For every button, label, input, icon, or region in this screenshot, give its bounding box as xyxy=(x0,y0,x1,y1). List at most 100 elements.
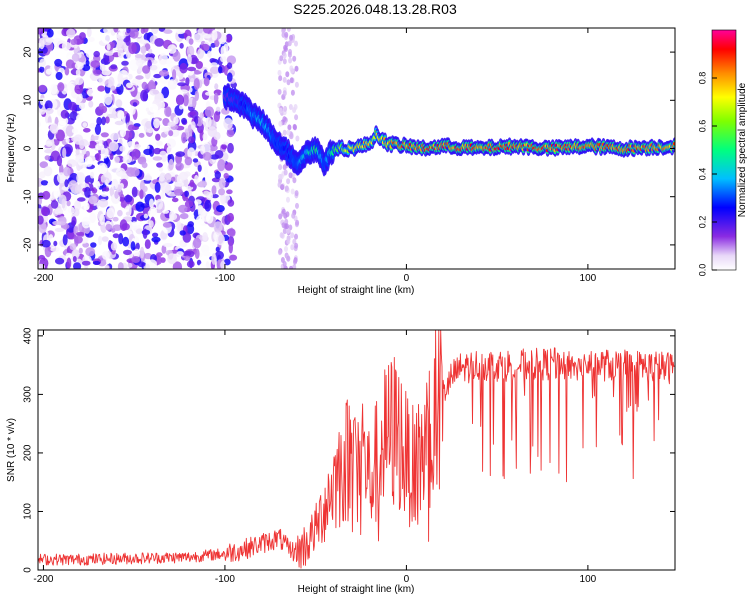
heat-cell xyxy=(210,62,218,67)
heat-cell xyxy=(294,114,299,121)
heat-cell xyxy=(227,142,234,154)
heat-cell xyxy=(75,77,84,86)
heat-cell xyxy=(38,28,45,35)
heat-cell xyxy=(95,152,101,162)
colorbar-ticks: 0.0 0.2 0.4 0.6 0.8 xyxy=(697,72,717,276)
heat-cell xyxy=(184,200,194,208)
heat-cell xyxy=(113,28,119,33)
heat-cell xyxy=(130,216,137,223)
heat-cell xyxy=(38,84,47,93)
heat-cell xyxy=(292,55,297,62)
colorbar-tick-label: 0.2 xyxy=(697,216,707,229)
heat-cell xyxy=(193,78,200,90)
heat-cell xyxy=(100,132,109,138)
heat-cell xyxy=(104,93,113,106)
heat-cell xyxy=(162,222,172,228)
heat-cell xyxy=(149,198,154,209)
heat-cell xyxy=(56,172,66,184)
heat-cell xyxy=(214,83,219,90)
heat-cell xyxy=(86,28,92,38)
x-tick-label: 100 xyxy=(580,273,597,284)
heat-cell xyxy=(100,191,109,197)
heat-cell xyxy=(81,260,91,266)
heat-cell xyxy=(42,190,51,200)
heat-cell xyxy=(105,51,114,56)
heat-cell xyxy=(158,53,168,65)
heat-cell xyxy=(197,48,205,59)
heat-cell xyxy=(97,85,105,92)
heat-cell xyxy=(88,100,94,108)
heat-cell xyxy=(110,64,118,70)
heat-cell xyxy=(176,251,184,257)
heat-cell xyxy=(195,61,203,69)
heat-cell xyxy=(54,227,65,232)
heat-cell xyxy=(284,185,289,192)
heat-cell xyxy=(129,28,139,39)
heat-cell xyxy=(206,213,214,224)
heat-cell xyxy=(45,107,54,115)
heat-cell xyxy=(286,255,291,262)
heat-cell xyxy=(181,117,187,125)
heat-cell xyxy=(41,206,48,216)
heat-cell xyxy=(203,77,210,87)
heat-cell xyxy=(139,189,144,200)
heat-cell xyxy=(138,132,145,138)
heat-cell xyxy=(168,158,174,171)
heat-cell xyxy=(287,40,292,47)
heat-cell xyxy=(142,185,148,192)
heat-cell xyxy=(293,258,297,265)
heat-cell xyxy=(290,89,295,96)
heat-cell xyxy=(90,242,97,248)
heat-cell xyxy=(40,180,49,186)
heat-cell xyxy=(134,54,143,59)
heat-cell xyxy=(672,142,675,146)
heat-cell xyxy=(90,135,101,141)
heat-cell xyxy=(61,198,66,209)
heat-cell xyxy=(119,127,127,138)
heat-cell xyxy=(288,172,293,179)
y-tick-label: -20 xyxy=(23,237,34,252)
heat-cell xyxy=(186,66,197,72)
heat-cell xyxy=(55,129,65,142)
heat-cell xyxy=(218,177,226,189)
heat-cell xyxy=(167,121,176,127)
heat-cell xyxy=(85,49,95,59)
heat-cell xyxy=(101,116,106,126)
snr-frame xyxy=(37,329,676,571)
heat-cell xyxy=(57,120,67,128)
heat-cell xyxy=(293,124,297,131)
heat-cell xyxy=(227,212,235,223)
heat-cell xyxy=(221,107,230,115)
heat-cell xyxy=(178,171,189,181)
heat-cell xyxy=(217,159,226,172)
heat-cell xyxy=(83,128,91,133)
heat-cell xyxy=(88,37,95,42)
heat-cell xyxy=(283,169,288,176)
heat-cell xyxy=(94,123,101,135)
y-tick-label: 0 xyxy=(23,567,34,573)
heat-cell xyxy=(181,132,187,144)
heat-cell xyxy=(164,172,172,183)
heat-cell xyxy=(295,135,300,142)
heat-cell xyxy=(161,244,167,254)
heat-cell xyxy=(227,199,235,207)
heat-cell xyxy=(159,150,167,156)
heat-cell xyxy=(126,28,131,34)
snr-y-ticks: 0 100 200 300 400 xyxy=(23,327,675,573)
heat-cell xyxy=(142,65,151,74)
heat-cell xyxy=(149,206,158,216)
heat-cell xyxy=(73,208,80,217)
heat-cell xyxy=(143,148,153,156)
heat-cell xyxy=(71,128,79,134)
heat-cell xyxy=(116,42,126,51)
heat-cell xyxy=(125,36,131,46)
heat-cell xyxy=(286,228,291,234)
y-tick-label: -10 xyxy=(23,189,34,204)
heat-cell xyxy=(125,211,131,216)
heat-cell xyxy=(175,28,186,35)
snr-x-label: Height of straight line (km) xyxy=(298,584,415,595)
heat-cell xyxy=(131,256,141,263)
heat-cell xyxy=(205,116,212,128)
heat-cell xyxy=(156,252,163,257)
heat-cell xyxy=(131,221,138,227)
